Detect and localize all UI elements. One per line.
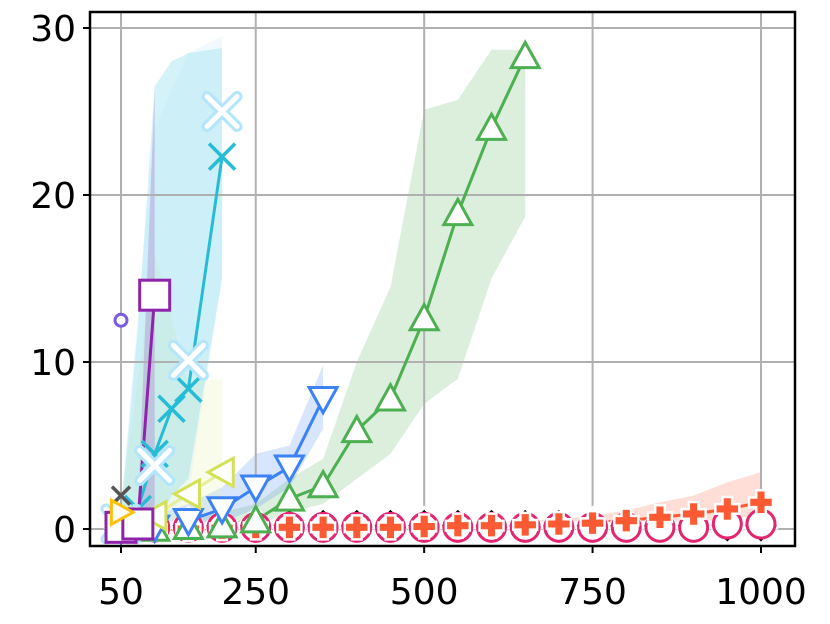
series-2-point [579, 509, 606, 537]
series-3-point [306, 468, 340, 499]
series-2-point [410, 513, 438, 540]
series-2-point [747, 489, 775, 516]
y-tick-label: 20 [30, 176, 76, 217]
series-7-point [134, 445, 176, 487]
series-3-point [340, 413, 374, 444]
y-tick-label: 30 [30, 9, 76, 50]
series-2-point [343, 514, 371, 541]
series-4-band [121, 365, 324, 529]
series-3-point [407, 301, 441, 332]
series-3-point [272, 481, 306, 512]
series-3-point [239, 503, 273, 534]
series-2-point [646, 504, 674, 531]
series-4-point [171, 507, 205, 538]
series-3-point [373, 381, 408, 412]
series-2-point [545, 510, 573, 538]
series-6-point [207, 142, 237, 171]
y-tick-label: 10 [30, 343, 76, 384]
series-2-point [444, 512, 472, 539]
series-2-point [680, 500, 707, 528]
series-4-point [306, 386, 340, 416]
series-5-point [171, 477, 202, 511]
y-axis: 0 10 20 30 [30, 9, 90, 551]
x-tick-label: 750 [558, 572, 627, 613]
x-tick-label: 250 [221, 572, 290, 613]
series-2-point [309, 514, 337, 541]
y-tick-label: 0 [53, 510, 76, 551]
series-2-point [377, 514, 404, 541]
series-3-point [508, 39, 542, 70]
x-tick-label: 50 [98, 572, 144, 613]
series-2-point [478, 512, 505, 539]
series-3-point [441, 196, 475, 227]
series-7-point [201, 91, 243, 132]
x-tick-label: 1000 [715, 572, 807, 613]
series-9-point [113, 312, 129, 328]
x-tick-label: 500 [390, 572, 459, 613]
series-4-point [272, 454, 306, 485]
series-markers [100, 39, 782, 547]
series-2-point [511, 511, 539, 539]
series-8-point [138, 278, 172, 312]
series-11-point [109, 497, 137, 527]
plot-frame [88, 10, 797, 548]
series-5-point [204, 455, 235, 489]
series-3-band [154, 49, 526, 529]
series-3-point [474, 111, 509, 141]
series-2-point [714, 495, 741, 523]
series-6-point [174, 374, 203, 403]
x-axis: 50 250 500 750 1000 [98, 546, 807, 613]
series-6-point [157, 394, 186, 423]
series-2-point [613, 507, 640, 534]
series-4-point [239, 474, 273, 505]
series-7-point [167, 339, 209, 381]
series-4-point [205, 496, 239, 527]
series-2-point [276, 514, 303, 541]
